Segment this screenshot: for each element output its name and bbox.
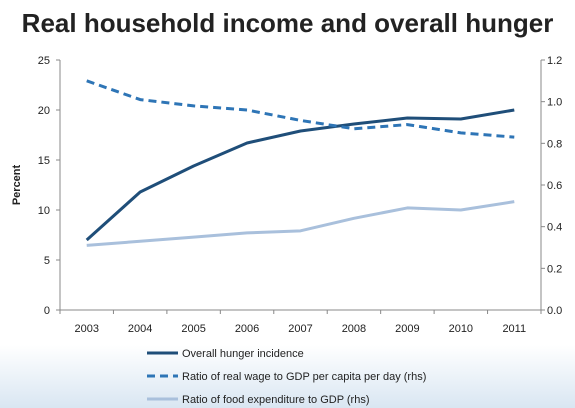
right-tick-label: 0.8	[547, 138, 562, 150]
y-axis-title: Percent	[11, 164, 23, 205]
x-tick-label: 2006	[235, 323, 259, 335]
x-tick-label: 2009	[395, 323, 419, 335]
chart-series	[85, 79, 515, 247]
left-tick-label: 5	[44, 255, 50, 267]
x-tick-label: 2003	[74, 323, 98, 335]
series-line-1	[85, 108, 515, 242]
right-tick-label: 0.6	[547, 180, 562, 192]
right-tick-label: 0.4	[547, 222, 562, 234]
legend-label-1: Overall hunger incidence	[182, 348, 304, 360]
right-tick-label: 1.2	[547, 55, 562, 67]
series-line-2	[86, 79, 515, 139]
right-tick-label: 0.2	[547, 263, 562, 275]
left-tick-label: 15	[38, 155, 50, 167]
right-tick-label: 0.0	[547, 305, 562, 317]
x-tick-label: 2011	[502, 323, 526, 335]
left-tick-label: 20	[38, 105, 50, 117]
x-tick-label: 2010	[449, 323, 473, 335]
left-tick-label: 25	[38, 55, 50, 67]
right-tick-label: 1.0	[547, 97, 562, 109]
chart-axes: 0 5 10 15 20 25 0.0 0.2 0.4 0.6 0.8 1.0 1.2 2003 2004 2…	[11, 55, 562, 335]
legend-label-2: Ratio of real wage to GDP per capita per…	[182, 371, 426, 383]
series-line-3	[86, 200, 515, 247]
legend-label-3: Ratio of food expenditure to GDP (rhs)	[182, 394, 370, 406]
chart-legend: Overall hunger incidence Ratio of real wa…	[147, 348, 426, 406]
x-tick-label: 2008	[342, 323, 366, 335]
x-tick-label: 2007	[288, 323, 312, 335]
left-tick-label: 10	[38, 205, 50, 217]
left-tick-label: 0	[44, 305, 50, 317]
background-band	[0, 345, 575, 408]
chart-title: Real household income and overall hunger	[21, 8, 554, 38]
x-tick-label: 2004	[128, 323, 152, 335]
x-tick-label: 2005	[181, 323, 205, 335]
